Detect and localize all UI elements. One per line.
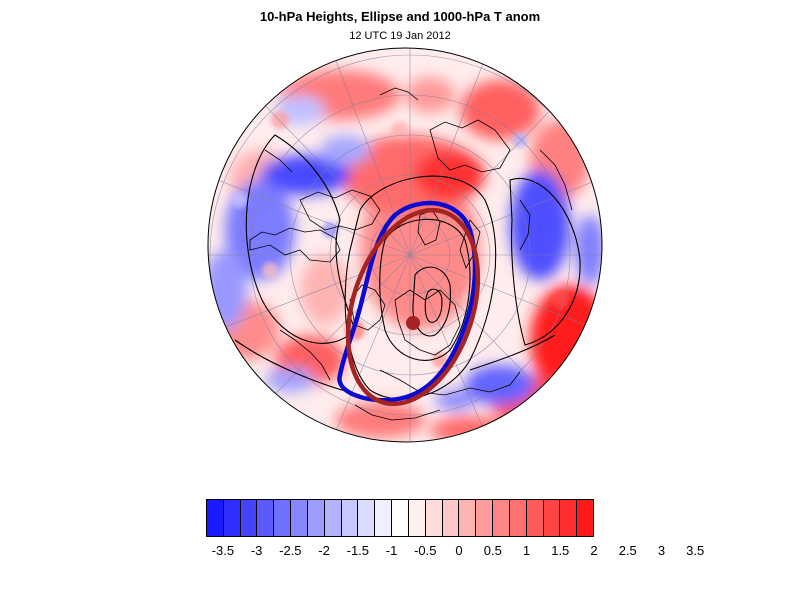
temperature-anomaly-field xyxy=(208,48,602,442)
colorbar-tick-label: 1 xyxy=(522,543,531,558)
colorbar-swatch xyxy=(291,500,308,536)
colorbar-swatch xyxy=(476,500,494,536)
colorbar-swatch xyxy=(341,500,359,536)
colorbar-tick-label: -1 xyxy=(385,543,398,558)
colorbar-swatch xyxy=(459,500,477,536)
map-subtitle: 12 UTC 19 Jan 2012 xyxy=(349,30,451,42)
colorbar-swatch xyxy=(240,500,258,536)
colorbar-tick-label: -2.5 xyxy=(279,543,302,558)
colorbar-tick-label: -3 xyxy=(250,543,263,558)
anomaly-blobs xyxy=(208,70,602,442)
colorbar-swatch xyxy=(223,500,241,536)
colorbar xyxy=(206,499,594,537)
fitted-ellipse xyxy=(337,200,478,403)
colorbar-tick-label: -1.5 xyxy=(346,543,370,558)
colorbar-swatch xyxy=(577,500,594,536)
graticule xyxy=(208,48,602,442)
colorbar-tick-label: 1.5 xyxy=(551,543,570,558)
colorbar-swatch xyxy=(509,500,527,536)
colorbar-swatch xyxy=(257,500,275,536)
globe-outline xyxy=(207,47,603,443)
colorbar-tick-label: 0.5 xyxy=(483,543,502,558)
height-contour xyxy=(509,177,581,346)
colorbar-swatch xyxy=(307,500,325,536)
colorbar-swatch xyxy=(274,500,292,536)
colorbar-swatch xyxy=(358,500,376,536)
colorbar-swatch xyxy=(207,500,224,536)
colorbar-swatch xyxy=(375,500,393,536)
colorbar-tick-label: 2 xyxy=(590,543,598,558)
colorbar-tick-label: 3 xyxy=(657,543,666,558)
height-contour xyxy=(424,288,443,323)
reference-ellipse xyxy=(345,207,481,407)
colorbar-tick-label: -3.5 xyxy=(211,543,235,558)
colorbar-swatch xyxy=(543,500,561,536)
colorbar-tick-label: -0.5 xyxy=(414,543,437,558)
vortex-center-marker xyxy=(406,316,420,330)
colorbar-tick-label: -2 xyxy=(318,543,330,558)
colorbar-swatch xyxy=(392,500,409,536)
map-title: 10-hPa Heights, Ellipse and 1000-hPa T a… xyxy=(259,9,541,24)
colorbar-swatch xyxy=(425,500,443,536)
colorbar-tick-label: 2.5 xyxy=(618,543,637,558)
colorbar-swatch xyxy=(442,500,460,536)
height-contour xyxy=(469,334,556,371)
colorbar-swatch xyxy=(408,500,426,536)
colorbar-swatch xyxy=(526,500,544,536)
height-contour xyxy=(379,218,471,361)
colorbar-swatch xyxy=(324,500,342,536)
colorbar-tick-label: 3.5 xyxy=(686,543,705,558)
colorbar-tick-label: 0 xyxy=(455,543,463,558)
colorbar-labels: -3.5 -3 -2.5 -2 -1.5 -1 -0.5 0 0.5 1 1.5 2 2.5 3 3.5 xyxy=(0,543,800,561)
colorbar-swatch xyxy=(560,500,578,536)
colorbar-swatch xyxy=(493,500,510,536)
